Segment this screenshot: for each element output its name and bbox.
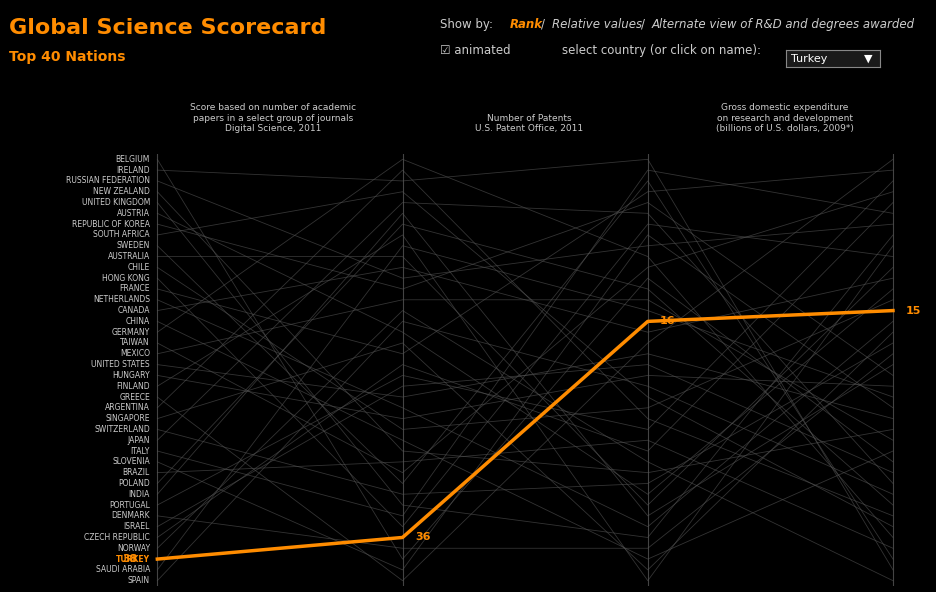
Text: Top 40 Nations: Top 40 Nations <box>9 50 125 65</box>
Text: 38: 38 <box>123 554 138 564</box>
Text: GERMANY: GERMANY <box>111 328 150 337</box>
Text: SWEDEN: SWEDEN <box>117 242 150 250</box>
Text: AUSTRALIA: AUSTRALIA <box>108 252 150 261</box>
Text: Score based on number of academic
papers in a select group of journals
Digital S: Score based on number of academic papers… <box>190 104 356 133</box>
Text: UNITED STATES: UNITED STATES <box>92 360 150 369</box>
Text: JAPAN: JAPAN <box>127 436 150 445</box>
Text: IRELAND: IRELAND <box>116 166 150 175</box>
Text: Gross domestic expenditure
on research and development
(billions of U.S. dollars: Gross domestic expenditure on research a… <box>716 104 854 133</box>
Text: BELGIUM: BELGIUM <box>116 155 150 164</box>
Text: Number of Patents
U.S. Patent Office, 2011: Number of Patents U.S. Patent Office, 20… <box>475 114 583 133</box>
Text: TAIWAN: TAIWAN <box>121 339 150 348</box>
Text: GREECE: GREECE <box>119 392 150 401</box>
Text: Alternate view of R&D and degrees awarded: Alternate view of R&D and degrees awarde… <box>651 18 914 31</box>
Text: NORWAY: NORWAY <box>117 544 150 553</box>
Text: ITALY: ITALY <box>131 446 150 455</box>
Text: HUNGARY: HUNGARY <box>112 371 150 380</box>
Text: /: / <box>641 18 645 31</box>
Text: SINGAPORE: SINGAPORE <box>106 414 150 423</box>
Text: ☑ animated: ☑ animated <box>440 44 510 57</box>
Text: PORTUGAL: PORTUGAL <box>110 501 150 510</box>
Text: ISRAEL: ISRAEL <box>124 522 150 531</box>
Text: SPAIN: SPAIN <box>128 576 150 585</box>
Text: Global Science Scorecard: Global Science Scorecard <box>9 18 327 38</box>
Text: NEW ZEALAND: NEW ZEALAND <box>93 187 150 196</box>
Text: POLAND: POLAND <box>118 479 150 488</box>
Text: 36: 36 <box>415 532 431 542</box>
Text: Turkey: Turkey <box>791 54 827 63</box>
Text: AUSTRIA: AUSTRIA <box>117 209 150 218</box>
Text: ARGENTINA: ARGENTINA <box>105 403 150 412</box>
Text: HONG KONG: HONG KONG <box>102 274 150 282</box>
Text: Show by:: Show by: <box>440 18 493 31</box>
Text: FRANCE: FRANCE <box>120 285 150 294</box>
Text: BRAZIL: BRAZIL <box>123 468 150 477</box>
Text: Rank: Rank <box>510 18 543 31</box>
Text: UNITED KINGDOM: UNITED KINGDOM <box>81 198 150 207</box>
Text: FINLAND: FINLAND <box>116 382 150 391</box>
Text: DENMARK: DENMARK <box>111 511 150 520</box>
Text: SWITZERLAND: SWITZERLAND <box>95 425 150 434</box>
Text: MEXICO: MEXICO <box>120 349 150 358</box>
Text: CZECH REPUBLIC: CZECH REPUBLIC <box>84 533 150 542</box>
Text: SAUDI ARABIA: SAUDI ARABIA <box>95 565 150 574</box>
Text: CHINA: CHINA <box>125 317 150 326</box>
Text: CANADA: CANADA <box>118 306 150 315</box>
Text: /: / <box>541 18 545 31</box>
Text: REPUBLIC OF KOREA: REPUBLIC OF KOREA <box>72 220 150 229</box>
Text: 16: 16 <box>660 316 676 326</box>
Text: NETHERLANDS: NETHERLANDS <box>93 295 150 304</box>
Text: 15: 15 <box>905 305 921 316</box>
Text: Relative values: Relative values <box>552 18 642 31</box>
Text: ▼: ▼ <box>864 54 872 63</box>
Text: TURKEY: TURKEY <box>116 555 150 564</box>
Text: INDIA: INDIA <box>128 490 150 498</box>
Text: SOUTH AFRICA: SOUTH AFRICA <box>94 230 150 239</box>
Text: CHILE: CHILE <box>127 263 150 272</box>
Text: select country (or click on name):: select country (or click on name): <box>562 44 761 57</box>
Text: RUSSIAN FEDERATION: RUSSIAN FEDERATION <box>66 176 150 185</box>
Text: SLOVENIA: SLOVENIA <box>112 458 150 466</box>
